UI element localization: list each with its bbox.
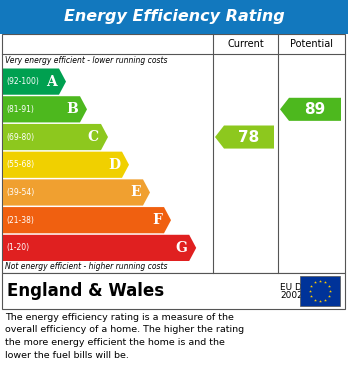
Polygon shape <box>215 126 274 149</box>
Text: England & Wales: England & Wales <box>7 282 164 300</box>
Text: D: D <box>108 158 120 172</box>
Text: 2002/91/EC: 2002/91/EC <box>280 291 332 300</box>
Text: (92-100): (92-100) <box>6 77 39 86</box>
Polygon shape <box>3 68 66 95</box>
Text: 89: 89 <box>304 102 326 117</box>
Polygon shape <box>3 179 150 206</box>
Text: Potential: Potential <box>290 39 333 49</box>
Polygon shape <box>3 96 87 122</box>
Text: The energy efficiency rating is a measure of the
overall efficiency of a home. T: The energy efficiency rating is a measur… <box>5 313 244 359</box>
Polygon shape <box>3 124 108 150</box>
Text: (69-80): (69-80) <box>6 133 34 142</box>
Text: C: C <box>88 130 99 144</box>
Bar <box>300 276 340 306</box>
Text: B: B <box>66 102 78 116</box>
Polygon shape <box>3 207 171 233</box>
Text: EU Directive: EU Directive <box>280 283 336 292</box>
Text: (21-38): (21-38) <box>6 216 34 225</box>
Text: Very energy efficient - lower running costs: Very energy efficient - lower running co… <box>5 56 167 65</box>
Bar <box>2 273 345 309</box>
Text: G: G <box>175 241 187 255</box>
Polygon shape <box>3 235 196 261</box>
Text: (39-54): (39-54) <box>6 188 34 197</box>
Text: F: F <box>152 213 162 227</box>
Text: 78: 78 <box>238 129 260 145</box>
Text: Current: Current <box>227 39 264 49</box>
Text: (1-20): (1-20) <box>6 243 29 253</box>
Text: E: E <box>130 185 141 199</box>
Polygon shape <box>280 98 341 121</box>
Text: (55-68): (55-68) <box>6 160 34 169</box>
Text: Energy Efficiency Rating: Energy Efficiency Rating <box>64 9 284 25</box>
Bar <box>2 34 345 273</box>
Text: A: A <box>46 75 57 89</box>
Text: (81-91): (81-91) <box>6 105 34 114</box>
Bar <box>0 0 348 34</box>
Text: Not energy efficient - higher running costs: Not energy efficient - higher running co… <box>5 262 167 271</box>
Polygon shape <box>3 152 129 178</box>
